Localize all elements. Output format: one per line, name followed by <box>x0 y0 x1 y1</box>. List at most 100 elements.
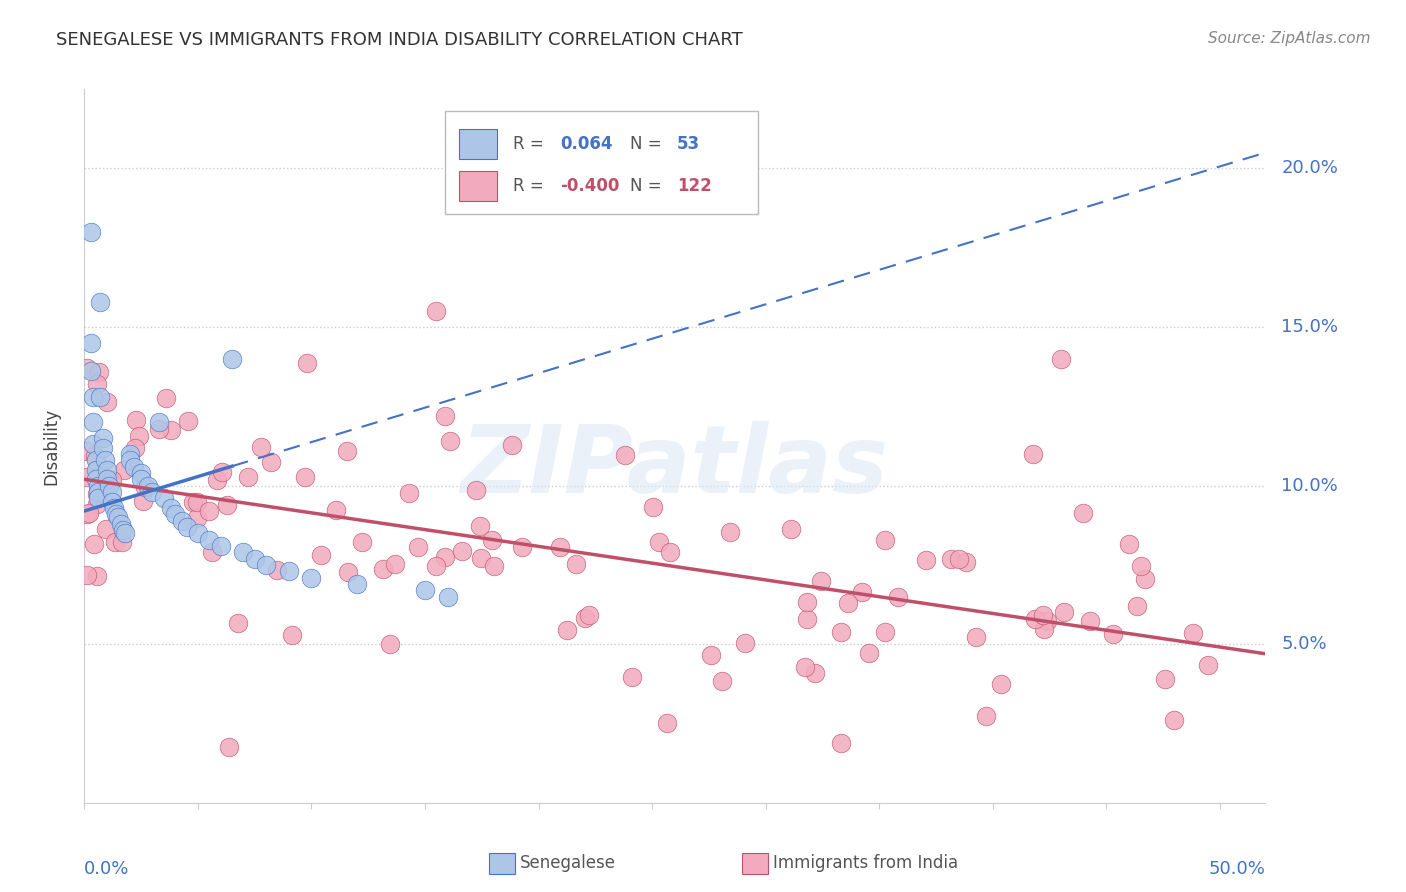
Point <box>804 666 827 681</box>
Point <box>875 533 897 548</box>
Point <box>124 459 146 474</box>
Text: N =: N = <box>630 135 666 153</box>
Point <box>82 390 104 404</box>
Point <box>1197 658 1219 673</box>
Point <box>82 415 104 429</box>
Point <box>80 335 103 350</box>
Point <box>243 551 266 566</box>
Point <box>129 466 152 480</box>
Point <box>620 670 643 684</box>
Point <box>89 294 111 309</box>
Point <box>398 485 420 500</box>
Point <box>87 478 110 492</box>
Point <box>277 564 299 578</box>
Point <box>124 441 146 455</box>
Point <box>82 437 104 451</box>
Point <box>186 511 208 525</box>
Point <box>990 677 1012 691</box>
Point <box>337 566 360 580</box>
Point <box>91 441 114 455</box>
Point <box>131 493 153 508</box>
Point <box>501 438 523 452</box>
Point <box>232 545 254 559</box>
Point <box>89 390 111 404</box>
Point <box>84 463 107 477</box>
Text: R =: R = <box>513 178 550 195</box>
Bar <box>444 111 758 214</box>
Point <box>84 449 107 463</box>
Point <box>309 548 332 562</box>
Point <box>406 540 429 554</box>
Point <box>165 507 187 521</box>
Point <box>160 423 183 437</box>
Point <box>105 507 128 521</box>
Text: Senegalese: Senegalese <box>520 855 616 872</box>
Point <box>76 507 98 521</box>
Text: N =: N = <box>630 178 666 195</box>
Point <box>111 534 134 549</box>
Point <box>796 595 818 609</box>
Point <box>425 558 447 573</box>
Point <box>965 630 987 644</box>
Point <box>641 500 664 514</box>
Point <box>1032 607 1054 622</box>
Point <box>659 545 682 559</box>
Text: Source: ZipAtlas.com: Source: ZipAtlas.com <box>1208 31 1371 46</box>
Point <box>1078 614 1101 628</box>
Point <box>711 673 734 688</box>
Point <box>101 473 124 487</box>
Point <box>281 628 304 642</box>
Point <box>436 590 458 604</box>
Point <box>830 736 852 750</box>
Point <box>134 480 156 494</box>
Point <box>378 637 401 651</box>
Point <box>198 533 221 547</box>
Text: 53: 53 <box>678 135 700 153</box>
Point <box>153 491 176 506</box>
Point <box>439 434 461 448</box>
Point <box>100 485 122 500</box>
Point <box>94 453 117 467</box>
Point <box>266 563 288 577</box>
Text: R =: R = <box>513 135 550 153</box>
Point <box>118 447 141 461</box>
Point <box>1102 627 1125 641</box>
Point <box>76 568 98 582</box>
Text: ZIPatlas: ZIPatlas <box>461 421 889 514</box>
Point <box>250 440 273 454</box>
Point <box>260 455 283 469</box>
Point <box>1126 599 1149 614</box>
Point <box>136 478 159 492</box>
Point <box>96 522 118 536</box>
Point <box>851 585 873 599</box>
Text: -0.400: -0.400 <box>561 178 620 195</box>
Point <box>98 478 121 492</box>
Text: 10.0%: 10.0% <box>1281 476 1339 495</box>
Point <box>830 624 852 639</box>
Point <box>564 558 586 572</box>
Point <box>96 395 118 409</box>
Point <box>148 422 170 436</box>
Point <box>482 558 505 573</box>
Point <box>373 562 395 576</box>
Point <box>159 500 181 515</box>
Point <box>720 525 742 540</box>
Text: Disability: Disability <box>42 408 60 484</box>
Point <box>734 636 756 650</box>
Point <box>141 485 163 500</box>
Point <box>350 535 373 549</box>
Point <box>96 463 118 477</box>
Point <box>464 483 486 498</box>
Point <box>796 612 818 626</box>
Point <box>955 555 977 569</box>
Point <box>301 571 323 585</box>
Point <box>83 536 105 550</box>
Point <box>555 623 578 637</box>
Text: Immigrants from India: Immigrants from India <box>773 855 959 872</box>
Point <box>86 569 108 583</box>
Point <box>86 377 108 392</box>
Point <box>118 453 141 467</box>
Point <box>325 503 347 517</box>
Point <box>77 506 100 520</box>
Point <box>346 577 368 591</box>
